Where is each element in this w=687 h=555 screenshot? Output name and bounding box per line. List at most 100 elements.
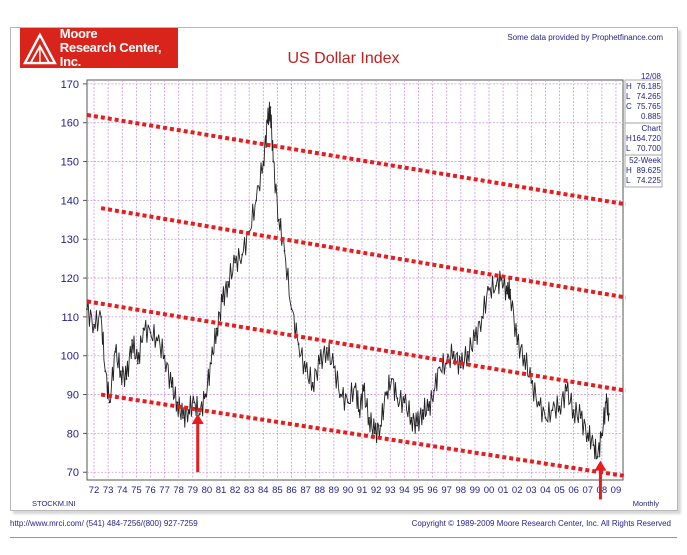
price-point <box>358 409 361 411</box>
panel-current-key: C <box>626 102 632 111</box>
logo-line-2: Research Center, Inc. <box>59 40 162 69</box>
y-tick-label: 120 <box>61 273 79 285</box>
x-tick-label: 77 <box>159 485 170 496</box>
price-point <box>304 370 307 373</box>
price-point <box>104 370 107 373</box>
logo-line-1: Moore <box>59 26 98 41</box>
trend-channel-line <box>86 299 627 393</box>
chart-title: US Dollar Index <box>287 50 400 67</box>
footer-contact: http://www.mrci.com/ (541) 484-7256/(800… <box>10 519 198 528</box>
panel-52week-value: 74.225 <box>637 176 662 185</box>
price-point <box>131 339 134 342</box>
x-tick-label: 80 <box>202 485 213 496</box>
price-point <box>481 315 483 318</box>
price-point <box>156 339 159 342</box>
price-point <box>600 432 603 435</box>
price-point <box>290 308 293 311</box>
price-point <box>125 378 128 380</box>
price-point <box>452 350 455 353</box>
y-tick-label: 110 <box>61 312 79 324</box>
price-point <box>523 354 526 357</box>
price-point <box>495 284 497 287</box>
panel-current-value: 75.765 <box>637 102 662 111</box>
x-tick-label: 06 <box>568 485 579 496</box>
price-point <box>204 393 207 396</box>
y-tick-label: 70 <box>67 467 79 479</box>
price-point <box>86 308 88 311</box>
panel-date: 12/08 <box>641 72 662 81</box>
price-point <box>586 432 589 435</box>
price-point <box>198 413 201 415</box>
price-point <box>277 218 280 221</box>
price-point <box>325 347 328 349</box>
x-tick-label: 76 <box>145 485 156 496</box>
y-tick-label: 130 <box>61 234 79 246</box>
x-tick-label: 04 <box>540 485 551 496</box>
x-tick-label: 92 <box>371 485 382 496</box>
price-point <box>433 389 435 392</box>
frequency-label: Monthly <box>633 499 660 508</box>
y-tick-label: 140 <box>61 195 79 207</box>
panel-current-key: H <box>626 82 632 91</box>
price-point <box>373 432 376 435</box>
price-point <box>368 416 371 419</box>
price-point <box>142 327 145 330</box>
price-point <box>149 331 152 334</box>
trend-channel-line <box>100 392 627 479</box>
panel-current-value: 0.885 <box>641 112 662 121</box>
price-point <box>572 409 575 411</box>
price-point <box>390 378 393 380</box>
x-tick-label: 09 <box>611 485 622 496</box>
x-tick-label: 90 <box>343 485 354 496</box>
price-point <box>269 106 272 109</box>
price-point <box>210 362 213 365</box>
panel-chart-header: Chart <box>641 124 661 133</box>
x-tick-label: 03 <box>526 485 537 496</box>
x-tick-label: 95 <box>413 485 424 496</box>
side-panel-box <box>624 79 663 188</box>
price-point <box>347 401 349 404</box>
price-point <box>427 409 430 411</box>
price-point <box>354 385 356 388</box>
x-tick-label: 96 <box>427 485 438 496</box>
panel-current-value: 76.185 <box>637 82 662 91</box>
panel-52week-header: 52-Week <box>629 156 662 165</box>
x-tick-label: 85 <box>272 485 283 496</box>
price-point <box>163 354 166 357</box>
price-point <box>221 300 224 303</box>
logo-mark-icon <box>23 32 57 65</box>
panel-current-value: 74.265 <box>637 92 662 101</box>
price-point <box>473 339 476 342</box>
price-point <box>262 160 265 163</box>
x-tick-label: 86 <box>286 485 297 496</box>
price-point <box>605 401 607 404</box>
x-tick-label: 89 <box>329 485 340 496</box>
price-point <box>170 385 173 388</box>
price-point <box>421 409 424 411</box>
price-point <box>297 343 300 345</box>
price-point <box>416 424 418 427</box>
panel-chart-key: L <box>626 144 631 153</box>
x-tick-label: 97 <box>441 485 452 496</box>
x-tick-label: 74 <box>117 485 128 496</box>
price-point <box>579 416 582 419</box>
y-tick-label: 150 <box>61 157 79 169</box>
price-point <box>362 389 365 392</box>
price-point <box>466 350 469 353</box>
price-point <box>193 401 196 404</box>
trend-channel-line <box>100 206 627 300</box>
x-tick-label: 73 <box>103 485 114 496</box>
price-point <box>339 393 342 396</box>
price-point <box>410 416 413 419</box>
data-credit: Some data provided by Prophetfinance.com <box>507 33 663 42</box>
price-point <box>136 362 139 365</box>
y-tick-label: 90 <box>67 390 79 402</box>
price-point <box>283 249 286 252</box>
price-point <box>272 160 275 163</box>
x-tick-label: 79 <box>188 485 199 496</box>
x-tick-label: 93 <box>385 485 396 496</box>
price-point <box>114 350 117 353</box>
price-point <box>234 261 237 264</box>
price-point <box>596 455 599 458</box>
price-point <box>100 315 103 318</box>
